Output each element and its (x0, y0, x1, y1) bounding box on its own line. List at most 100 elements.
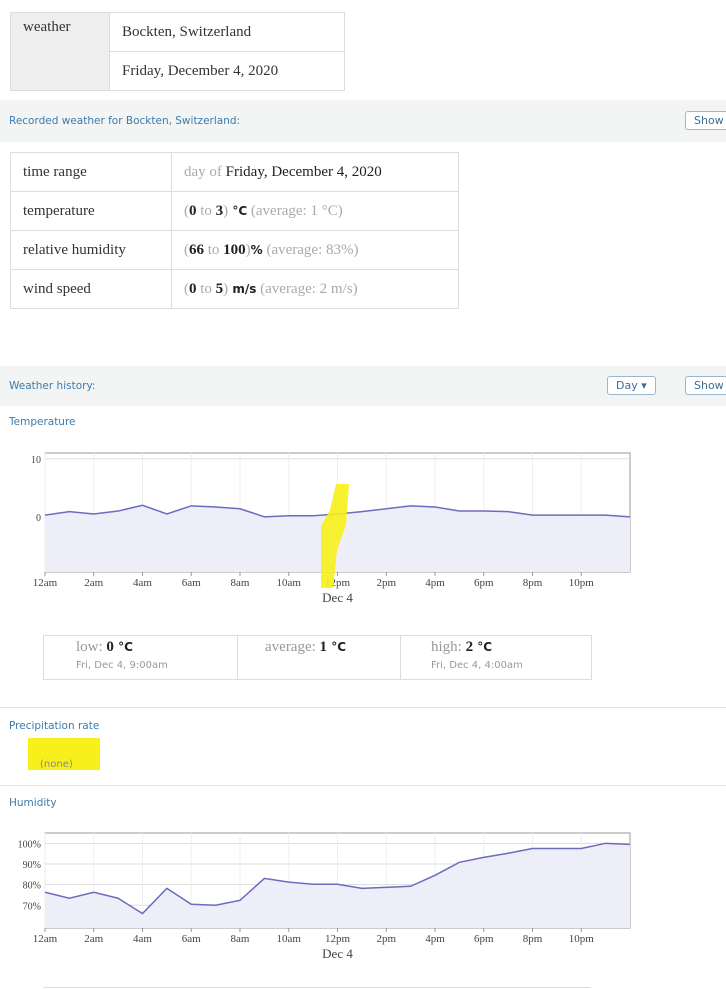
value-part: °C (228, 203, 248, 218)
header-label: weather (10, 12, 110, 91)
summary-row: time range day of Friday, December 4, 202… (10, 152, 459, 192)
x-tick-label: 2am (84, 577, 103, 589)
value-part: to (196, 280, 216, 297)
section-title: Precipitation rate (9, 720, 100, 732)
value-part: ( (184, 241, 189, 258)
stat-unit: °C (113, 640, 133, 654)
x-tick-label: 2am (84, 933, 103, 945)
value-part: 0 (189, 202, 197, 219)
value-part: m/s (228, 281, 257, 296)
highlight (321, 484, 349, 588)
value-part: 66 (189, 241, 204, 258)
value-part: to (204, 241, 224, 258)
x-tick-label: 4pm (425, 577, 445, 589)
x-axis-label: Dec 4 (322, 946, 353, 960)
x-tick-label: 6pm (474, 577, 494, 589)
humidity-chart: 70% 80% 90% 100% 12am 2am 4am 6am 8am 10am 12pm 2pm… (18, 832, 631, 960)
stat-value: 2 (465, 639, 474, 655)
history-title: Weather history: (9, 380, 96, 392)
row-value: day of Friday, December 4, 2020 (171, 152, 459, 192)
y-tick-label: 70% (23, 901, 41, 912)
recorded-title: Recorded weather for Bockten, Switzerlan… (9, 115, 241, 127)
x-tick-label: 4am (133, 577, 152, 589)
stats-box: low: 0 °C Fri, Dec 4, 9:00am average: 1 … (43, 635, 592, 680)
value-part: ) (245, 241, 251, 258)
row-value: (0 to 3) °C (average: 1 °C) (171, 191, 459, 231)
value-part: % (250, 242, 263, 257)
stat-unit: °C (327, 640, 347, 654)
summary-row: relative humidity (66 to 100)% (average: … (10, 230, 459, 270)
value-part: (average: 83%) (262, 241, 359, 258)
header-location: Bockten, Switzerland (109, 12, 345, 52)
y-tick-label: 0 (36, 513, 41, 524)
value-part: ) (223, 280, 229, 297)
show-button[interactable]: Show (685, 376, 726, 395)
stat-value: 0 (106, 639, 114, 655)
stat-average: average: 1 °C (237, 636, 401, 679)
stat-label: low: (76, 639, 107, 655)
stat-high: high: 2 °C Fri, Dec 4, 4:00am (400, 636, 590, 679)
x-tick-label: 2pm (376, 577, 396, 589)
x-tick-label: 12am (33, 933, 58, 945)
x-tick-label: 12pm (325, 933, 351, 945)
area (45, 843, 630, 928)
stat-time: Fri, Dec 4, 9:00am (76, 660, 168, 671)
stat-value: 1 (319, 639, 328, 655)
x-tick-label: 6am (182, 933, 201, 945)
value-part: day of (184, 163, 226, 180)
separator (0, 785, 726, 786)
precipitation-value: (none) (40, 759, 73, 770)
stat-low: low: 0 °C Fri, Dec 4, 9:00am (44, 636, 238, 679)
y-tick-label: 100% (18, 839, 41, 850)
x-tick-label: 10pm (569, 933, 595, 945)
value-part: 3 (215, 202, 224, 219)
recorded-bar: Recorded weather for Bockten, Switzerlan… (0, 100, 726, 142)
row-label: temperature (10, 191, 172, 231)
y-tick-label: 10 (31, 455, 41, 466)
history-bar: Weather history: Day ▾ Show (0, 366, 726, 406)
x-tick-label: 8pm (523, 933, 543, 945)
value-part: 5 (215, 280, 224, 297)
value-part: to (196, 202, 216, 219)
x-tick-label: 4am (133, 933, 152, 945)
summary-table: time range day of Friday, December 4, 202… (10, 152, 459, 309)
value-part: Friday, December 4, 2020 (225, 163, 382, 180)
x-tick-label: 6am (182, 577, 201, 589)
section-title: Humidity (9, 797, 57, 809)
summary-row: temperature (0 to 3) °C (average: 1 °C) (10, 191, 459, 231)
row-label: time range (10, 152, 172, 192)
x-tick-label: 10am (277, 933, 302, 945)
stat-label: high: (431, 639, 466, 655)
value-part: (average: 2 m/s) (256, 280, 358, 297)
separator (0, 707, 726, 708)
line (44, 842, 631, 915)
period-button[interactable]: Day ▾ (607, 376, 656, 395)
highlight-mark (28, 738, 100, 770)
row-label: wind speed (10, 269, 172, 309)
separator (43, 987, 590, 988)
section-title: Temperature (9, 416, 76, 428)
row-value: (66 to 100)% (average: 83%) (171, 230, 459, 270)
header-date: Friday, December 4, 2020 (109, 51, 345, 91)
y-tick-label: 90% (23, 860, 41, 871)
header-table: weather Bockten, Switzerland Friday, Dec… (10, 12, 345, 91)
value-part: ) (223, 202, 229, 219)
summary-row: wind speed (0 to 5) m/s (average: 2 m/s) (10, 269, 459, 309)
value-part: ( (184, 280, 189, 297)
value-part: (average: 1 °C) (247, 202, 343, 219)
x-tick-label: 10pm (569, 577, 595, 589)
x-tick-label: 8am (231, 577, 250, 589)
x-tick-label: 2pm (376, 933, 396, 945)
x-tick-label: 6pm (474, 933, 494, 945)
show-button[interactable]: Show (685, 111, 726, 130)
y-tick-label: 80% (23, 881, 41, 892)
value-part: 100 (223, 241, 246, 258)
value-part: ( (184, 202, 189, 219)
x-tick-label: 8am (231, 933, 250, 945)
row-label: relative humidity (10, 230, 172, 270)
stat-label: average: (265, 639, 320, 655)
value-part: 0 (189, 280, 197, 297)
x-tick-label: 8pm (523, 577, 543, 589)
row-value: (0 to 5) m/s (average: 2 m/s) (171, 269, 459, 309)
stat-unit: °C (473, 640, 493, 654)
